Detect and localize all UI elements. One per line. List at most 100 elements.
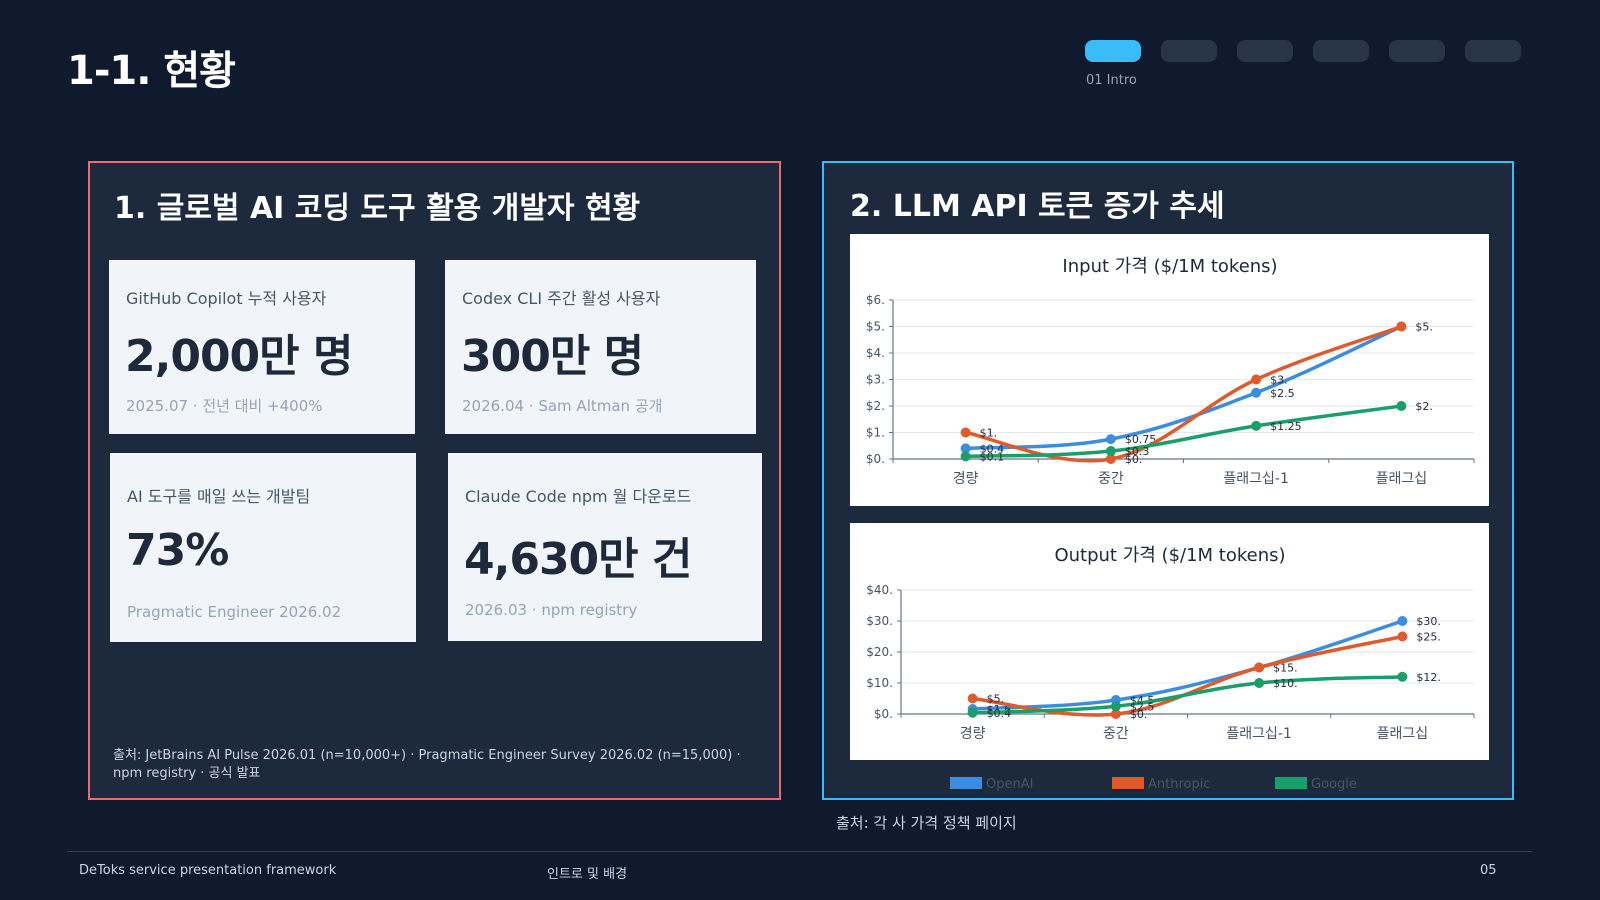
legend-label: Anthropic [1148, 777, 1211, 792]
input-price-chart-svg: Input 가격 ($/1M tokens) $0. $1. $2. $3. $4. $5.… [866, 256, 1475, 487]
data-label-anthropic: $3. [1270, 374, 1288, 387]
data-label-google: $12. [1416, 671, 1441, 684]
stat-card-codex: Codex CLI 주간 활성 사용자 300만 명 2026.04 · Sam… [445, 260, 756, 434]
progress-segment-4[interactable] [1313, 40, 1369, 62]
data-label-anthropic: $0. [1130, 708, 1148, 721]
panel-heading: 1. 글로벌 AI 코딩 도구 활용 개발자 현황 [114, 191, 641, 226]
source-note: 출처: JetBrains AI Pulse 2026.01 (n=10,000… [113, 748, 741, 781]
data-label-google: $0.3 [1125, 445, 1150, 458]
y-tick-label: $1. [866, 426, 885, 440]
data-label-openai: $15. [1273, 662, 1298, 675]
data-label-anthropic: $1. [980, 427, 998, 440]
data-point-google [1251, 420, 1262, 431]
stat-label: Claude Code npm 월 다운로드 [465, 487, 692, 506]
data-point-openai [960, 443, 971, 454]
y-tick-label: $10. [866, 676, 893, 690]
panel-heading: 2. LLM API 토큰 증가 추세 [850, 189, 1225, 224]
data-label-google: $2.5 [1130, 700, 1155, 713]
data-point-google [1254, 678, 1265, 688]
y-tick-label: $6. [866, 293, 885, 307]
stat-card-daily-ai: AI 도구를 매일 쓰는 개발팀 73% Pragmatic Engineer … [110, 453, 416, 642]
progress-section-label: 01 Intro [1086, 73, 1137, 88]
data-point-openai [1397, 616, 1408, 626]
y-tick-label: $40. [866, 583, 893, 597]
chart-title: Input 가격 ($/1M tokens) [1062, 256, 1277, 277]
y-tick-label: $20. [866, 645, 893, 659]
data-label-openai: $0.4 [980, 442, 1005, 455]
page-number: 05 [1480, 863, 1497, 878]
output-price-chart-svg: Output 가격 ($/1M tokens) $0. $10. $20. $30. $4… [866, 545, 1475, 742]
data-point-anthropic [1110, 709, 1121, 719]
data-label-google: $1.25 [1270, 420, 1302, 433]
stat-value: 2,000만 명 [125, 331, 353, 382]
x-tick-label: 플래그십 [1376, 471, 1428, 487]
data-point-openai [1105, 434, 1116, 445]
progress-segment-1[interactable] [1085, 40, 1141, 62]
y-tick-label: $3. [866, 373, 885, 387]
data-label-google: $10. [1273, 677, 1298, 690]
stat-label: Codex CLI 주간 활성 사용자 [462, 289, 661, 308]
data-label-google: $0.4 [987, 707, 1012, 720]
data-label-anthropic: $0. [1125, 453, 1143, 466]
series-line-openai [970, 619, 1405, 711]
series-line-google [963, 404, 1404, 459]
developer-stats-panel: 1. 글로벌 AI 코딩 도구 활용 개발자 현황 GitHub Copilot… [88, 161, 781, 800]
legend-label: OpenAI [986, 777, 1034, 792]
y-tick-label: $30. [866, 614, 893, 628]
stat-label: GitHub Copilot 누적 사용자 [126, 289, 327, 308]
legend-label: Google [1311, 777, 1357, 792]
legend-swatch [1112, 777, 1144, 789]
progress-segment-6[interactable] [1465, 40, 1521, 62]
progress-segment-2[interactable] [1161, 40, 1217, 62]
data-point-google [1105, 446, 1116, 457]
footer-framework-name: DeToks service presentation framework [79, 863, 337, 878]
stat-value: 4,630만 건 [464, 534, 692, 585]
data-point-google [1110, 701, 1121, 712]
stat-note: 2026.03 · npm registry [465, 601, 638, 619]
data-point-google [1397, 671, 1408, 682]
data-point-openai [1251, 387, 1262, 398]
data-point-anthropic [1251, 374, 1262, 385]
y-tick-label: $0. [874, 707, 893, 721]
data-point-google [1396, 401, 1407, 411]
progress-segment-3[interactable] [1237, 40, 1293, 62]
x-tick-label: 경량 [953, 471, 979, 487]
footer-divider [67, 851, 1532, 852]
legend-item-google[interactable]: Google [1275, 777, 1357, 792]
legend-swatch [950, 777, 982, 789]
y-tick-label: $0. [866, 452, 885, 466]
data-point-anthropic [960, 427, 971, 438]
progress-segment-5[interactable] [1389, 40, 1445, 62]
data-point-google [967, 707, 978, 718]
stat-note: 2025.07 · 전년 대비 +400% [126, 397, 323, 415]
data-point-anthropic [1396, 321, 1407, 332]
x-tick-label: 플래그십-1 [1226, 726, 1291, 742]
data-label-openai: $0.75 [1125, 433, 1157, 446]
data-point-anthropic [1397, 631, 1408, 642]
series-line-google [970, 675, 1405, 715]
stat-value: 300만 명 [461, 331, 644, 382]
stat-card-claude-code: Claude Code npm 월 다운로드 4,630만 건 2026.03 … [448, 453, 762, 641]
series-line-anthropic [970, 634, 1405, 717]
chart-title: Output 가격 ($/1M tokens) [1054, 545, 1285, 566]
data-point-anthropic [1105, 454, 1116, 464]
token-trend-panel: 2. LLM API 토큰 증가 추세 Input 가격 ($/1M token… [822, 161, 1514, 800]
data-point-anthropic [967, 693, 978, 704]
stat-value: 73% [126, 525, 229, 576]
legend-swatch [1275, 777, 1307, 789]
data-label-openai: $2.5 [1270, 387, 1295, 400]
x-tick-label: 플래그십-1 [1223, 471, 1288, 487]
legend-item-anthropic[interactable]: Anthropic [1112, 777, 1211, 792]
legend-item-openai[interactable]: OpenAI [950, 777, 1033, 792]
data-point-google [960, 451, 971, 462]
data-label-google: $0.1 [980, 450, 1005, 463]
data-label-google: $2. [1415, 400, 1433, 413]
page-title: 1-1. 현황 [67, 48, 236, 94]
x-tick-label: 중간 [1098, 471, 1124, 487]
data-label-openai: $30. [1416, 615, 1441, 628]
series-line-openai [963, 324, 1404, 451]
data-label-anthropic: $5. [987, 693, 1005, 706]
series-line-anthropic [963, 324, 1404, 463]
stat-card-copilot: GitHub Copilot 누적 사용자 2,000만 명 2025.07 ·… [109, 260, 415, 434]
x-tick-label: 경량 [960, 726, 986, 742]
